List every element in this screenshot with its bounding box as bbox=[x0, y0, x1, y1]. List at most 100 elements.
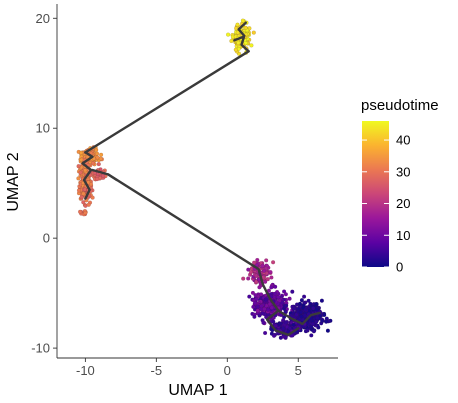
cell-point bbox=[83, 188, 87, 192]
cell-point bbox=[284, 321, 288, 325]
cell-point bbox=[309, 334, 313, 338]
cell-point bbox=[270, 276, 274, 280]
cell-point bbox=[83, 168, 87, 172]
cell-point bbox=[264, 298, 268, 302]
cell-point bbox=[298, 302, 302, 306]
cell-point bbox=[277, 295, 281, 299]
cell-point bbox=[79, 171, 83, 175]
cell-point bbox=[259, 293, 263, 297]
legend-tick-label: 0 bbox=[396, 260, 403, 275]
cell-point bbox=[288, 326, 292, 330]
plot-area: -10 -5 0 5 -10 0 10 20 bbox=[31, 4, 338, 378]
cell-point bbox=[315, 316, 319, 320]
cell-point bbox=[255, 258, 259, 262]
cell-point bbox=[250, 44, 254, 48]
cell-point bbox=[236, 41, 240, 45]
cell-point bbox=[236, 23, 240, 27]
cell-point bbox=[271, 260, 275, 264]
cell-point bbox=[251, 291, 255, 295]
cell-point bbox=[253, 301, 257, 305]
legend-tick-label: 30 bbox=[396, 164, 410, 179]
trajectory-segment bbox=[108, 174, 320, 324]
cell-point bbox=[261, 312, 265, 316]
cell-point bbox=[249, 270, 253, 274]
cell-point bbox=[307, 299, 311, 303]
cell-point bbox=[311, 306, 315, 310]
cell-point bbox=[244, 26, 248, 30]
y-tick-label: 10 bbox=[36, 121, 50, 136]
cell-point bbox=[262, 269, 266, 273]
cell-point bbox=[273, 285, 277, 289]
cell-point bbox=[264, 259, 268, 263]
cell-point bbox=[261, 264, 265, 268]
x-tick-label: 0 bbox=[224, 363, 231, 378]
cell-point bbox=[260, 304, 264, 308]
cell-point bbox=[306, 328, 310, 332]
cell-point bbox=[284, 292, 288, 296]
cell-point bbox=[83, 211, 87, 215]
cell-point bbox=[95, 177, 99, 181]
cell-point bbox=[314, 320, 318, 324]
x-tick-label: -5 bbox=[151, 363, 163, 378]
pseudotime-legend: pseudotime 0 10 20 30 40 bbox=[361, 97, 439, 275]
cell-point bbox=[300, 315, 304, 319]
x-tick-label: 5 bbox=[295, 363, 302, 378]
cell-point bbox=[258, 285, 262, 289]
cell-point bbox=[77, 189, 81, 193]
cell-point bbox=[326, 329, 330, 333]
cell-point bbox=[270, 306, 274, 310]
cell-point bbox=[252, 31, 256, 35]
cell-point bbox=[314, 302, 318, 306]
legend-title: pseudotime bbox=[361, 97, 439, 114]
cell-point bbox=[255, 297, 259, 301]
y-axis-title: UMAP 2 bbox=[5, 152, 22, 211]
y-axis-ticks: -10 0 10 20 bbox=[31, 11, 57, 356]
cell-point bbox=[87, 203, 91, 207]
cell-point bbox=[274, 324, 278, 328]
cell-point bbox=[268, 302, 272, 306]
cell-point bbox=[263, 307, 267, 311]
legend-tick-label: 10 bbox=[396, 228, 410, 243]
cell-point bbox=[78, 210, 82, 214]
cell-point bbox=[284, 304, 288, 308]
cell-point bbox=[256, 305, 260, 309]
cell-point bbox=[288, 297, 292, 301]
cell-point bbox=[89, 182, 93, 186]
cell-point bbox=[304, 308, 308, 312]
cell-point bbox=[253, 315, 257, 319]
cell-point bbox=[99, 153, 103, 157]
cell-point bbox=[292, 323, 296, 327]
cell-point bbox=[91, 196, 95, 200]
y-tick-label: 0 bbox=[43, 231, 50, 246]
trajectory-segment bbox=[85, 51, 248, 152]
cell-point bbox=[266, 308, 270, 312]
cell-point bbox=[230, 39, 234, 43]
legend-tick-label: 40 bbox=[396, 133, 410, 148]
cell-point bbox=[95, 152, 99, 156]
cell-point bbox=[272, 334, 276, 338]
cell-point bbox=[234, 48, 238, 52]
y-tick-label: -10 bbox=[31, 341, 50, 356]
cell-point bbox=[80, 195, 84, 199]
cell-point bbox=[263, 331, 267, 335]
cell-point bbox=[320, 299, 324, 303]
cell-point bbox=[315, 308, 319, 312]
cell-point bbox=[262, 321, 266, 325]
cell-point bbox=[82, 192, 86, 196]
cell-point bbox=[246, 277, 250, 281]
cell-point bbox=[226, 33, 230, 37]
cell-point bbox=[256, 309, 260, 313]
cell-point bbox=[312, 329, 316, 333]
cell-point bbox=[241, 19, 245, 23]
cell-point bbox=[299, 310, 303, 314]
cell-point bbox=[273, 292, 277, 296]
cell-point bbox=[302, 295, 306, 299]
cell-point bbox=[311, 322, 315, 326]
trajectory-layer bbox=[83, 23, 320, 335]
cell-point bbox=[251, 305, 255, 309]
cell-point bbox=[320, 319, 324, 323]
cell-point bbox=[97, 162, 101, 166]
y-tick-label: 20 bbox=[36, 11, 50, 26]
cell-point bbox=[77, 164, 81, 168]
